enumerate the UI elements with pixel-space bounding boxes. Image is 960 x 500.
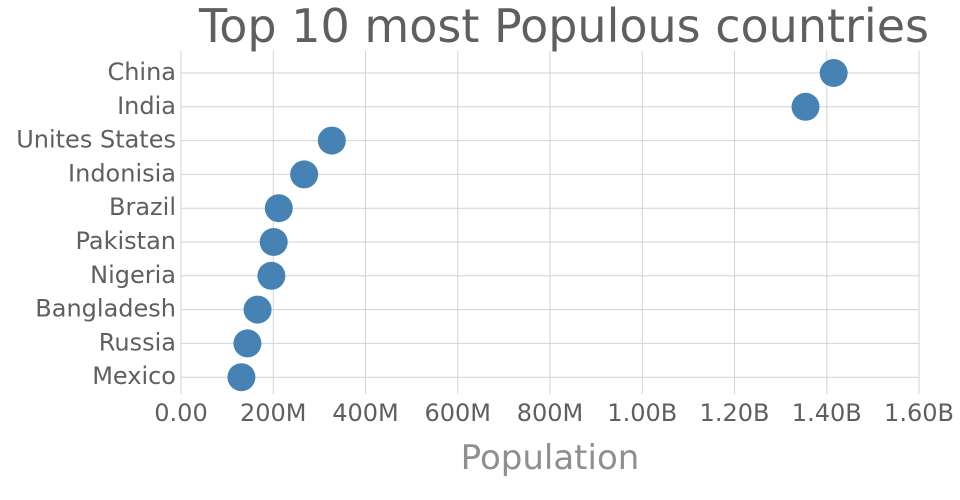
data-points: [227, 59, 848, 392]
y-gridlines: [181, 72, 919, 378]
data-point[interactable]: [819, 59, 848, 87]
x-tick-label: 1.20B: [700, 399, 770, 427]
data-point[interactable]: [791, 92, 820, 121]
y-tick-label: Indonisia: [68, 159, 176, 187]
x-gridlines: [180, 51, 920, 394]
y-tick-label: China: [107, 58, 176, 86]
y-tick-label: Pakistan: [76, 227, 177, 255]
y-axis-tick-labels: China India Unites States Indonisia Brazil Pa…: [16, 58, 176, 390]
y-tick-label: Bangladesh: [35, 295, 176, 323]
data-point[interactable]: [317, 126, 346, 155]
x-axis-title: Population: [461, 438, 640, 478]
y-tick-label: Mexico: [92, 362, 176, 390]
y-tick-label: Nigeria: [90, 261, 176, 289]
x-tick-label: 0.00: [154, 399, 207, 427]
data-point[interactable]: [243, 295, 272, 324]
data-point[interactable]: [233, 329, 262, 358]
x-tick-label: 600M: [424, 399, 491, 427]
x-axis-tick-labels: 0.00 200M 400M 600M 800M 1.00B 1.20B 1.40B 1.60B: [154, 399, 954, 427]
chart-title: Top 10 most Populous countries: [198, 0, 929, 53]
x-tick-label: 800M: [517, 399, 584, 427]
x-tick-label: 400M: [332, 399, 399, 427]
x-tick-label: 200M: [240, 399, 307, 427]
y-tick-label: Brazil: [109, 193, 176, 221]
data-point[interactable]: [290, 160, 319, 189]
y-tick-label: Russia: [99, 328, 176, 356]
data-point[interactable]: [257, 261, 286, 290]
y-tick-label: India: [117, 92, 176, 120]
x-tick-label: 1.00B: [607, 399, 677, 427]
data-point[interactable]: [227, 363, 256, 392]
y-tick-label: Unites States: [16, 126, 176, 154]
x-tick-label: 1.60B: [884, 399, 954, 427]
data-point[interactable]: [264, 194, 293, 223]
x-tick-label: 1.40B: [792, 399, 862, 427]
data-point[interactable]: [259, 228, 288, 256]
